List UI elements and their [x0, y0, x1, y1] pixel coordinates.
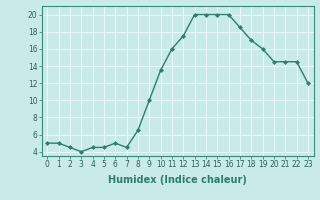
X-axis label: Humidex (Indice chaleur): Humidex (Indice chaleur): [108, 175, 247, 185]
